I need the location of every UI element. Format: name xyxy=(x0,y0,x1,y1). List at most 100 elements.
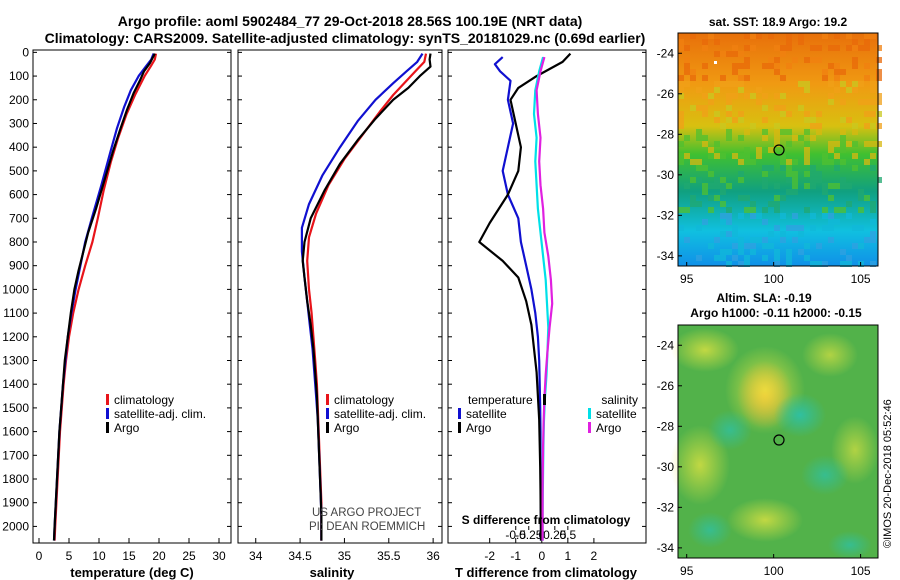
salinity-panel: 34 34.5 35 35.5 36 salinity climatology sate… xyxy=(237,49,443,580)
sst-cell xyxy=(780,195,786,201)
sst-cell xyxy=(684,207,690,213)
depth-tick-label: 100 xyxy=(9,69,29,83)
sst-cell xyxy=(720,75,726,81)
sst-cell xyxy=(690,69,696,75)
sst-cell xyxy=(762,117,768,123)
sst-cell xyxy=(726,249,732,255)
series-t-argo xyxy=(478,52,572,541)
sst-cell xyxy=(858,189,864,195)
sst-cell xyxy=(678,207,684,213)
series-climatology xyxy=(53,53,158,541)
x-tick-label: 2 xyxy=(591,549,598,563)
sst-cell xyxy=(756,213,762,219)
sst-cell xyxy=(810,177,816,183)
sst-cell xyxy=(708,207,714,213)
sst-cell xyxy=(846,87,852,93)
salinity-xlabel: salinity xyxy=(310,565,356,580)
sst-cell xyxy=(702,111,708,117)
sst-cell xyxy=(714,81,720,87)
sst-map-axes: -24 -26 -28 -30 -32 -34 95 100 105 xyxy=(657,46,871,286)
sst-cell xyxy=(726,81,732,87)
depth-tick-label: 500 xyxy=(9,164,29,178)
sst-cell xyxy=(744,63,750,69)
map-lat-label: -34 xyxy=(657,541,675,555)
sst-cell xyxy=(858,99,864,105)
sst-cell xyxy=(696,225,702,231)
map-lon-label: 105 xyxy=(851,564,871,578)
sst-cell xyxy=(810,183,816,189)
sst-cell xyxy=(696,87,702,93)
sst-cell xyxy=(684,81,690,87)
sst-cell xyxy=(768,147,774,153)
sla-high-w xyxy=(670,425,730,505)
sst-cell xyxy=(780,231,786,237)
sst-cell xyxy=(696,165,702,171)
sst-cell xyxy=(870,237,876,243)
sst-cell xyxy=(774,129,780,135)
sst-cell xyxy=(840,99,846,105)
salinity-legend: climatology satellite-adj. clim. Argo xyxy=(326,393,426,435)
sst-cell xyxy=(714,237,720,243)
sst-cell xyxy=(816,111,822,117)
sst-cell xyxy=(762,237,768,243)
sst-cell xyxy=(678,141,684,147)
sst-cell xyxy=(834,63,840,69)
sst-cell xyxy=(780,111,786,117)
sla-low-center xyxy=(774,393,826,437)
x-tick-label: -1 xyxy=(510,549,521,563)
sst-cell xyxy=(798,39,804,45)
sst-cell xyxy=(876,93,882,99)
sst-cell xyxy=(864,45,870,51)
sst-cell xyxy=(702,75,708,81)
sst-cell xyxy=(864,33,870,39)
sst-cell xyxy=(720,183,726,189)
sst-cell xyxy=(834,183,840,189)
sst-cell xyxy=(876,75,882,81)
sst-cell xyxy=(834,153,840,159)
sst-cell xyxy=(840,159,846,165)
sst-cell xyxy=(870,81,876,87)
map-lat-label: -34 xyxy=(657,249,675,263)
sst-argo-marker xyxy=(773,144,785,156)
sst-cell xyxy=(786,171,792,177)
sst-cell xyxy=(840,141,846,147)
series-climatology xyxy=(306,53,428,541)
depth-tick-label: 1900 xyxy=(2,496,29,510)
sst-cell xyxy=(852,129,858,135)
sst-cell xyxy=(690,105,696,111)
sst-cell xyxy=(732,255,738,261)
sst-cell xyxy=(792,171,798,177)
depth-tick-label: 1800 xyxy=(2,472,29,486)
sst-cell xyxy=(846,201,852,207)
sst-cell xyxy=(726,105,732,111)
sst-cell xyxy=(870,231,876,237)
sla-map-frame xyxy=(677,324,879,559)
sst-cell xyxy=(690,33,696,39)
depth-tick-label: 1600 xyxy=(2,425,29,439)
sst-cell xyxy=(846,141,852,147)
title-line-1: Argo profile: aoml 5902484_77 29-Oct-201… xyxy=(118,13,583,29)
sst-cell xyxy=(744,207,750,213)
sst-cell xyxy=(726,183,732,189)
sst-cell xyxy=(864,159,870,165)
x-tick-label: -2 xyxy=(484,549,495,563)
sst-cell xyxy=(810,171,816,177)
sst-cell xyxy=(852,45,858,51)
sst-cell xyxy=(690,195,696,201)
map-lat-label: -24 xyxy=(657,338,675,352)
depth-tick-label: 1400 xyxy=(2,377,29,391)
legend-swatch-t-satellite xyxy=(458,408,461,419)
legend-label-argo: Argo xyxy=(334,421,360,435)
sst-cell xyxy=(684,237,690,243)
x-tick-label: 0 xyxy=(538,549,545,563)
series-s-argo xyxy=(535,56,554,541)
map-lat-label: -30 xyxy=(657,168,675,182)
sst-cell xyxy=(864,111,870,117)
sst-cell xyxy=(702,141,708,147)
sst-cell xyxy=(840,177,846,183)
sst-cell xyxy=(702,45,708,51)
sst-cell xyxy=(792,177,798,183)
sst-cell xyxy=(858,243,864,249)
sst-cell xyxy=(732,93,738,99)
sst-cell xyxy=(762,219,768,225)
